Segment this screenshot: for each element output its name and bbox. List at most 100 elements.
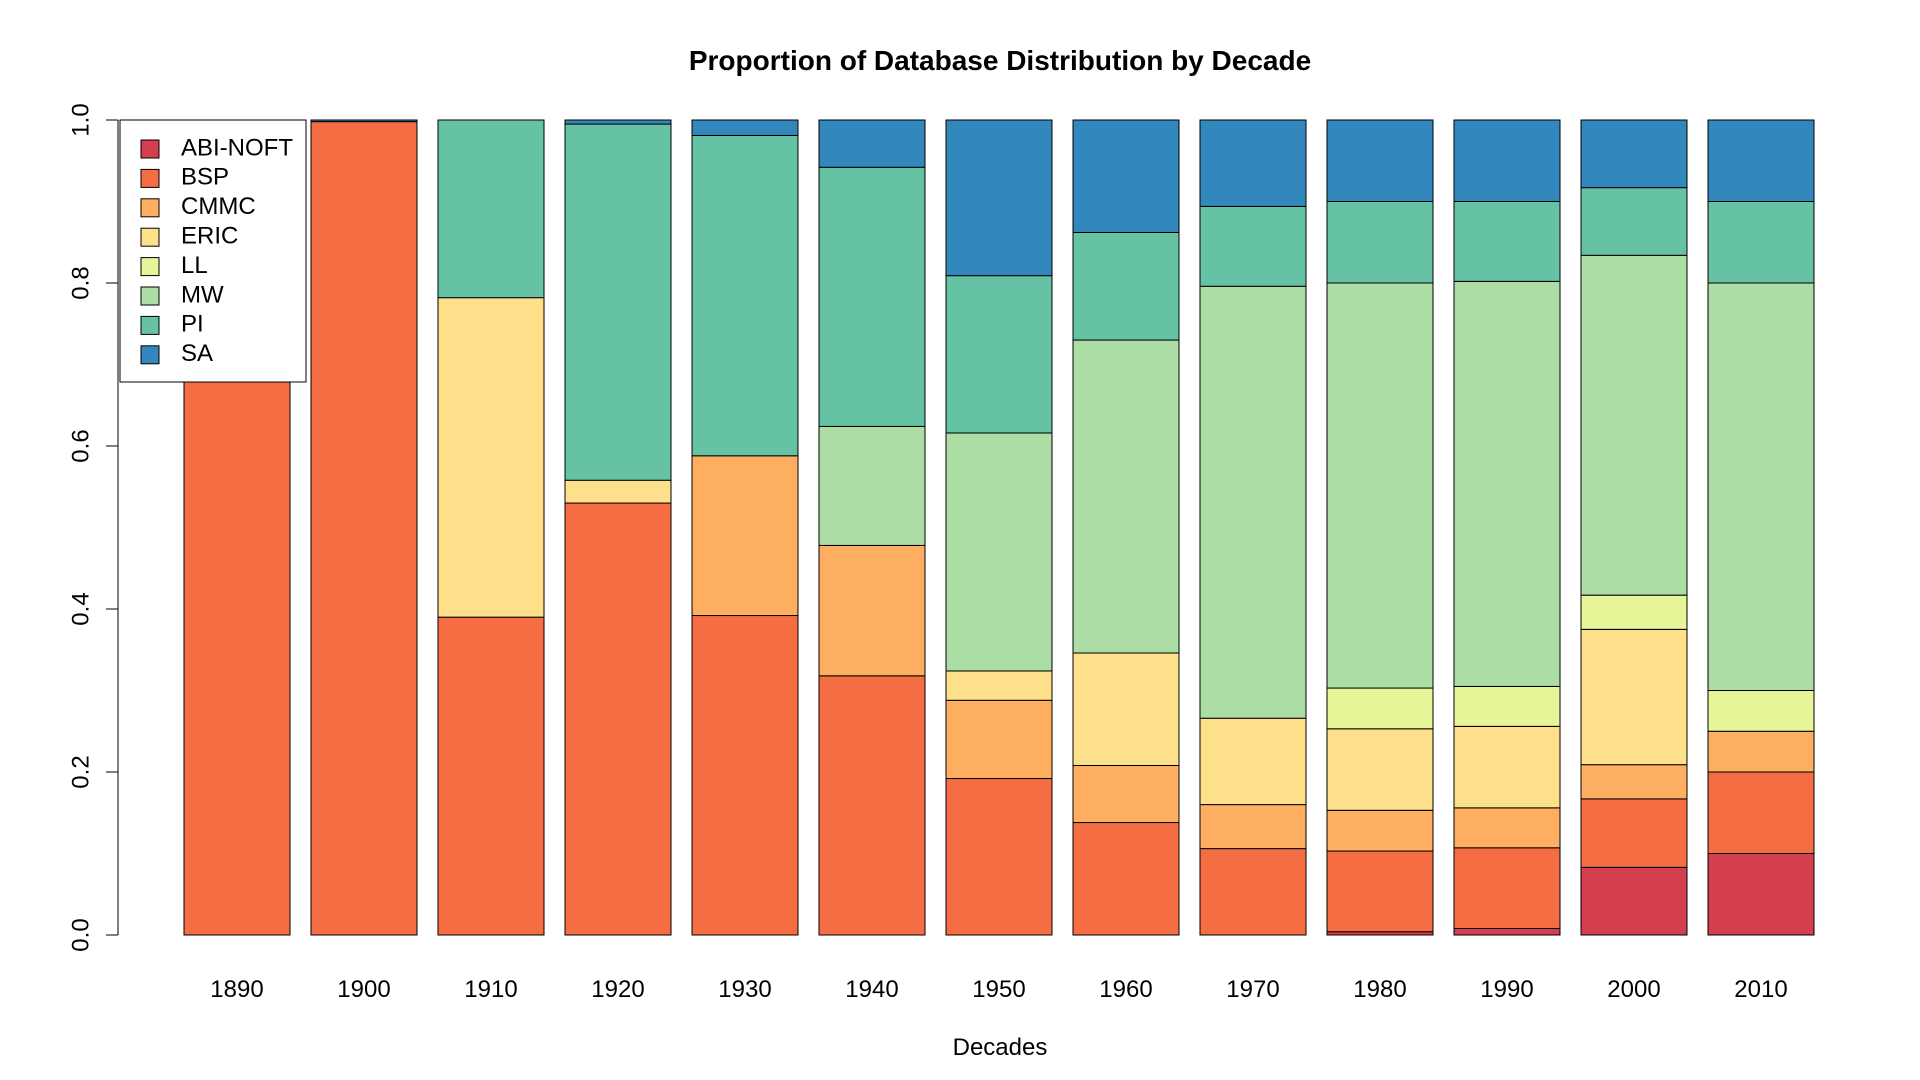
bar-segment-2000-mw <box>1580 254 1688 596</box>
bar-segment-1980-pi <box>1326 201 1434 284</box>
bar-segment-1930-sa <box>691 119 799 136</box>
bar-segment-1970-eric <box>1199 717 1307 806</box>
bar-segment-1990-abi-noft <box>1453 927 1561 936</box>
bar-segment-1980-ll <box>1326 687 1434 730</box>
bar-segment-2010-sa <box>1707 119 1815 202</box>
x-tick-label: 1940 <box>845 976 898 1003</box>
legend-swatch-sa <box>140 345 160 365</box>
x-tick-label: 1930 <box>718 976 771 1003</box>
legend-swatch-mw <box>140 286 160 306</box>
x-tick-label: 2010 <box>1734 976 1787 1003</box>
bar-segment-1920-eric <box>564 479 672 504</box>
legend-label-eric: ERIC <box>181 223 238 250</box>
x-tick-label: 1960 <box>1099 976 1152 1003</box>
bar-segment-1970-sa <box>1199 119 1307 207</box>
y-tick-label: 0.2 <box>67 755 94 788</box>
legend-box <box>119 119 307 383</box>
x-axis: 1890 1900 1910 1920 1930 1940 1950 1960 1970 1980… <box>210 976 1787 1003</box>
legend-label-ll: LL <box>181 252 208 279</box>
bar-segment-2000-sa <box>1580 119 1688 189</box>
bar-segment-2010-cmmc <box>1707 730 1815 773</box>
bar-segment-1980-cmmc <box>1326 809 1434 852</box>
y-tick-label: 0.6 <box>67 429 94 462</box>
bar-segment-1990-cmmc <box>1453 807 1561 849</box>
bar-segment-1950-sa <box>945 119 1053 277</box>
x-tick-label: 2000 <box>1607 976 1660 1003</box>
bar-segment-2010-abi-noft <box>1707 853 1815 936</box>
legend-label-abi-noft: ABI-NOFT <box>181 134 293 161</box>
bar-segment-1960-mw <box>1072 339 1180 654</box>
legend-swatch-eric <box>140 227 160 247</box>
bar-segment-1960-eric <box>1072 652 1180 766</box>
bar-segment-1960-pi <box>1072 231 1180 341</box>
bar-segment-1920-pi <box>564 123 672 481</box>
bar-segment-2000-pi <box>1580 187 1688 256</box>
bar-segment-1950-pi <box>945 275 1053 434</box>
legend-label-sa: SA <box>181 340 213 367</box>
legend-label-cmmc: CMMC <box>181 193 256 220</box>
bar-segment-2000-eric <box>1580 628 1688 766</box>
bar-segment-2010-ll <box>1707 690 1815 732</box>
bar-segment-2010-mw <box>1707 282 1815 691</box>
bar-segment-1990-sa <box>1453 119 1561 202</box>
bar-segment-1920-sa <box>564 119 672 125</box>
y-tick-label: 0.4 <box>67 592 94 625</box>
x-tick-label: 1900 <box>337 976 390 1003</box>
y-tick-label: 0.8 <box>67 266 94 299</box>
x-tick-label: 1910 <box>464 976 517 1003</box>
bar-segment-1980-bsp <box>1326 850 1434 933</box>
legend-swatch-bsp <box>140 168 160 188</box>
bar-segment-1990-pi <box>1453 201 1561 282</box>
legend-label-pi: PI <box>181 311 204 338</box>
legend-label-bsp: BSP <box>181 164 229 191</box>
bar-segment-1970-mw <box>1199 285 1307 719</box>
legend-swatch-abi-noft <box>140 139 160 159</box>
bar-segment-1920-bsp <box>564 502 672 936</box>
bar-segment-1960-bsp <box>1072 822 1180 936</box>
legend-swatch-ll <box>140 257 160 277</box>
bar-segment-1940-bsp <box>818 675 926 936</box>
bars-layer <box>183 119 1815 936</box>
bar-segment-2010-bsp <box>1707 771 1815 854</box>
y-axis: 0.0 0.2 0.4 0.6 0.8 1.0 <box>67 103 119 952</box>
bar-segment-1940-sa <box>818 119 926 168</box>
bar-segment-1910-pi <box>437 119 545 299</box>
bar-segment-1930-cmmc <box>691 455 799 617</box>
bar-segment-1980-mw <box>1326 282 1434 689</box>
x-tick-label: 1970 <box>1226 976 1279 1003</box>
bar-segment-1950-eric <box>945 670 1053 701</box>
bar-segment-1940-mw <box>818 425 926 546</box>
x-tick-label: 1890 <box>210 976 263 1003</box>
bar-segment-1930-pi <box>691 134 799 457</box>
bar-segment-1940-pi <box>818 166 926 427</box>
bar-segment-1980-sa <box>1326 119 1434 202</box>
bar-segment-1960-cmmc <box>1072 764 1180 824</box>
bar-segment-2000-ll <box>1580 594 1688 630</box>
x-tick-label: 1990 <box>1480 976 1533 1003</box>
bar-segment-1990-eric <box>1453 725 1561 809</box>
x-tick-label: 1980 <box>1353 976 1406 1003</box>
bar-segment-1990-ll <box>1453 685 1561 727</box>
bar-segment-2000-abi-noft <box>1580 866 1688 936</box>
chart-title: Proportion of Database Distribution by D… <box>689 45 1311 76</box>
bar-segment-1990-bsp <box>1453 847 1561 929</box>
bar-segment-1910-eric <box>437 297 545 618</box>
y-tick-label: 1.0 <box>67 103 94 136</box>
legend-swatch-cmmc <box>140 198 160 218</box>
bar-segment-2010-pi <box>1707 201 1815 284</box>
bar-segment-1900-sa <box>310 119 418 123</box>
bar-segment-1960-sa <box>1072 119 1180 233</box>
bar-segment-1970-pi <box>1199 205 1307 287</box>
bar-segment-2000-cmmc <box>1580 764 1688 800</box>
bar-segment-1980-eric <box>1326 728 1434 811</box>
y-tick-label: 0.0 <box>67 918 94 951</box>
bar-segment-1940-cmmc <box>818 544 926 677</box>
bar-segment-1950-cmmc <box>945 699 1053 780</box>
bar-segment-1950-mw <box>945 432 1053 672</box>
bar-segment-1900-bsp <box>310 121 418 936</box>
bar-segment-2000-bsp <box>1580 798 1688 868</box>
bar-segment-1970-bsp <box>1199 848 1307 936</box>
